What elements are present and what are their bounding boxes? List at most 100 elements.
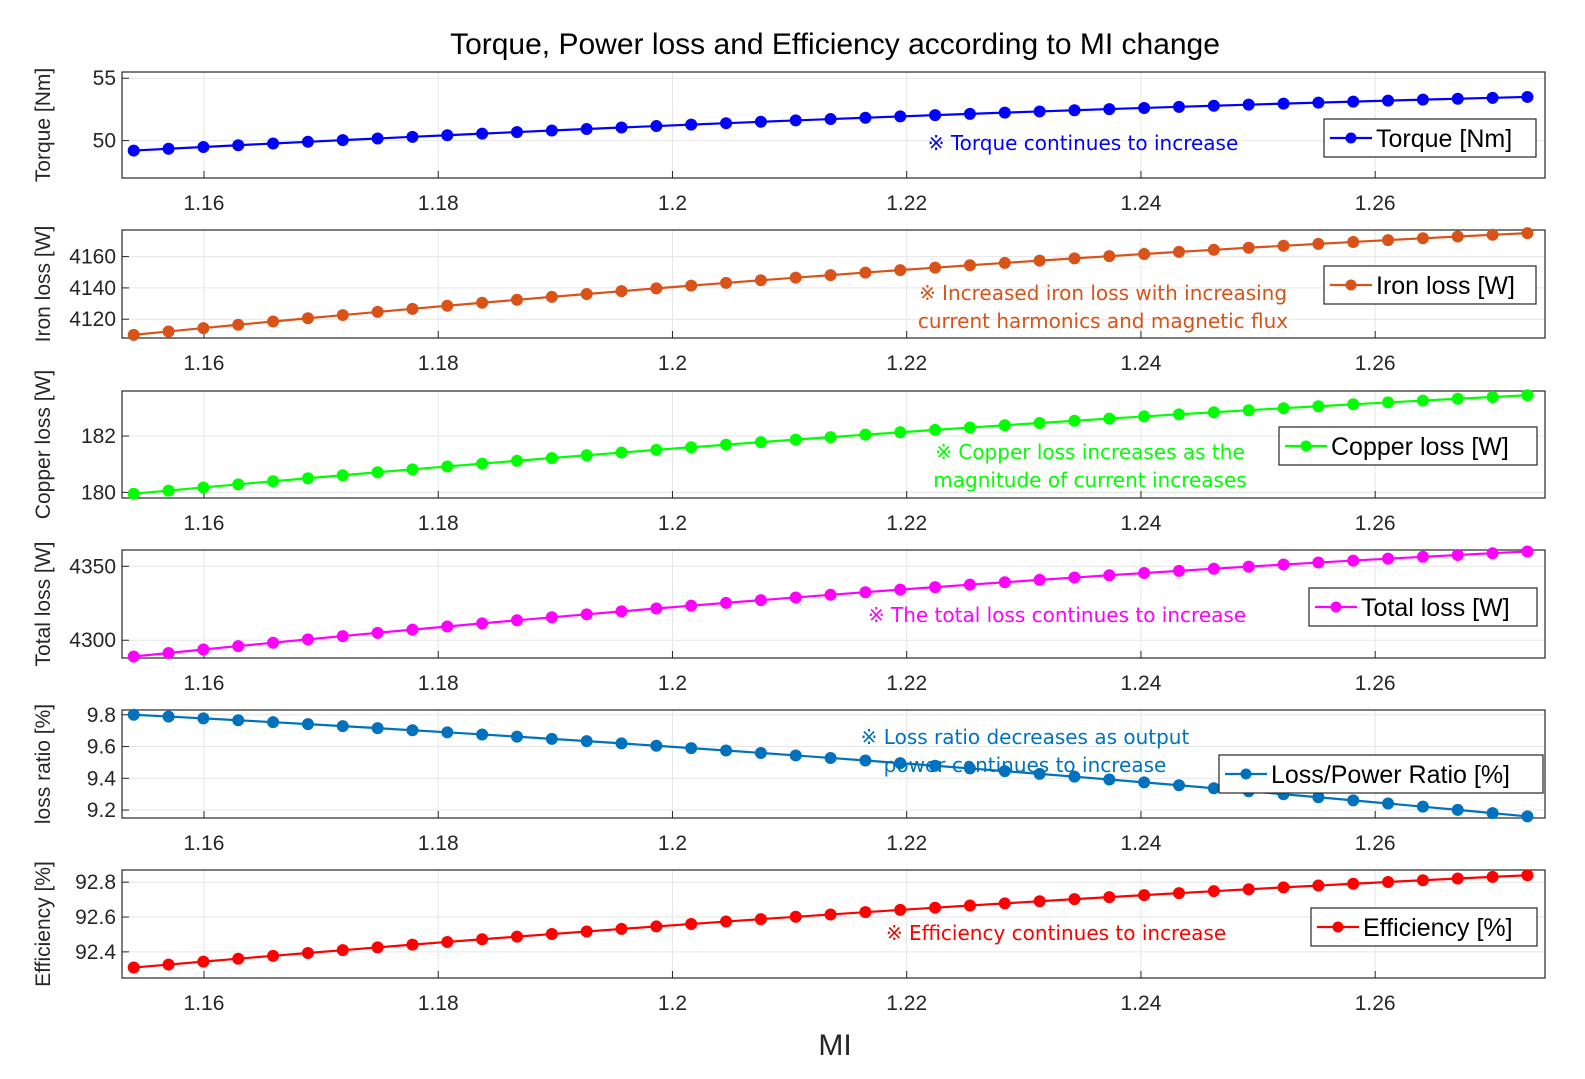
x-tick-label: 1.26 xyxy=(1355,992,1396,1015)
data-point xyxy=(476,617,489,630)
data-point xyxy=(1451,392,1464,405)
data-point xyxy=(232,139,245,152)
data-point xyxy=(232,318,245,331)
data-point xyxy=(1103,412,1116,425)
data-point xyxy=(1416,232,1429,245)
data-point xyxy=(127,144,140,157)
data-point xyxy=(510,730,523,743)
data-point xyxy=(545,452,558,465)
data-point xyxy=(1416,550,1429,563)
data-point xyxy=(580,608,593,621)
data-point xyxy=(1416,874,1429,887)
x-tick-label: 1.26 xyxy=(1355,512,1396,535)
data-point xyxy=(580,449,593,462)
data-point xyxy=(1382,396,1395,409)
data-point xyxy=(336,134,349,147)
data-point xyxy=(998,419,1011,432)
data-point xyxy=(754,746,767,759)
data-point xyxy=(127,708,140,721)
data-point xyxy=(1347,95,1360,108)
data-point xyxy=(127,961,140,974)
x-tick-label: 1.18 xyxy=(418,192,459,215)
data-point xyxy=(1173,100,1186,113)
x-tick-label: 1.16 xyxy=(184,512,225,535)
x-tick-label: 1.24 xyxy=(1121,192,1162,215)
data-point xyxy=(754,115,767,128)
annotation-text: ※ The total loss continues to increase xyxy=(868,603,1246,627)
data-point xyxy=(127,328,140,341)
data-point xyxy=(510,454,523,467)
y-tick-label: 4120 xyxy=(69,308,116,331)
x-tick-label: 1.2 xyxy=(658,352,687,375)
data-point xyxy=(894,110,907,123)
data-point xyxy=(1068,893,1081,906)
data-point xyxy=(232,478,245,491)
data-point xyxy=(1207,243,1220,256)
data-point xyxy=(301,718,314,731)
subplot-2: 1.16 1.18 1.2 1.22 1.24 1.26 4120 4140 4160 Iron … xyxy=(32,226,1546,375)
data-point xyxy=(1173,779,1186,792)
data-point xyxy=(441,129,454,142)
y-tick-label: 9.2 xyxy=(87,799,116,822)
data-point xyxy=(929,901,942,914)
data-point xyxy=(197,955,210,968)
data-point xyxy=(1138,101,1151,114)
data-point xyxy=(929,759,942,772)
data-point xyxy=(127,650,140,663)
data-point xyxy=(1382,234,1395,247)
y-tick-label: 92.6 xyxy=(75,906,116,929)
data-point xyxy=(1521,545,1534,558)
data-point xyxy=(1033,254,1046,267)
data-point xyxy=(197,140,210,153)
data-point xyxy=(1068,252,1081,265)
data-point xyxy=(580,925,593,938)
data-point xyxy=(894,264,907,277)
y-axis-label: Total loss [W] xyxy=(32,542,55,667)
legend-marker xyxy=(1330,601,1342,613)
data-point xyxy=(1138,248,1151,261)
data-point xyxy=(1277,402,1290,415)
subplot-5: 1.16 1.18 1.2 1.22 1.24 1.26 9.2 9.4 9.6 9.8 loss … xyxy=(32,704,1546,855)
annotation-text: current harmonics and magnetic flux xyxy=(918,309,1288,333)
data-point xyxy=(615,605,628,618)
data-point xyxy=(1068,770,1081,783)
data-point xyxy=(336,944,349,957)
data-point xyxy=(510,293,523,306)
data-point xyxy=(1277,239,1290,252)
data-point xyxy=(650,739,663,752)
data-point xyxy=(336,630,349,643)
data-point xyxy=(963,107,976,120)
data-point xyxy=(754,594,767,607)
data-point xyxy=(1277,97,1290,110)
y-tick-label: 9.8 xyxy=(87,704,116,727)
data-point xyxy=(510,126,523,139)
data-point xyxy=(824,908,837,921)
data-point xyxy=(232,952,245,965)
data-point xyxy=(998,256,1011,269)
data-point xyxy=(1207,885,1220,898)
data-point xyxy=(754,436,767,449)
data-point xyxy=(127,487,140,500)
data-point xyxy=(545,611,558,624)
data-point xyxy=(1242,241,1255,254)
data-point xyxy=(1173,564,1186,577)
data-point xyxy=(1347,794,1360,807)
data-point xyxy=(1312,556,1325,569)
y-tick-label: 4160 xyxy=(69,246,116,269)
legend-box xyxy=(1218,754,1544,794)
data-point xyxy=(1347,235,1360,248)
x-tick-label: 1.18 xyxy=(418,352,459,375)
data-point xyxy=(615,121,628,134)
legend-label: Loss/Power Ratio [%] xyxy=(1271,761,1510,789)
data-point xyxy=(650,282,663,295)
x-tick-label: 1.26 xyxy=(1355,672,1396,695)
data-point xyxy=(197,322,210,335)
data-point xyxy=(162,484,175,497)
x-tick-label: 1.16 xyxy=(184,832,225,855)
data-point xyxy=(1347,554,1360,567)
data-point xyxy=(301,312,314,325)
data-point xyxy=(232,714,245,727)
data-point xyxy=(162,958,175,971)
legend-label: Efficiency [%] xyxy=(1363,914,1513,942)
